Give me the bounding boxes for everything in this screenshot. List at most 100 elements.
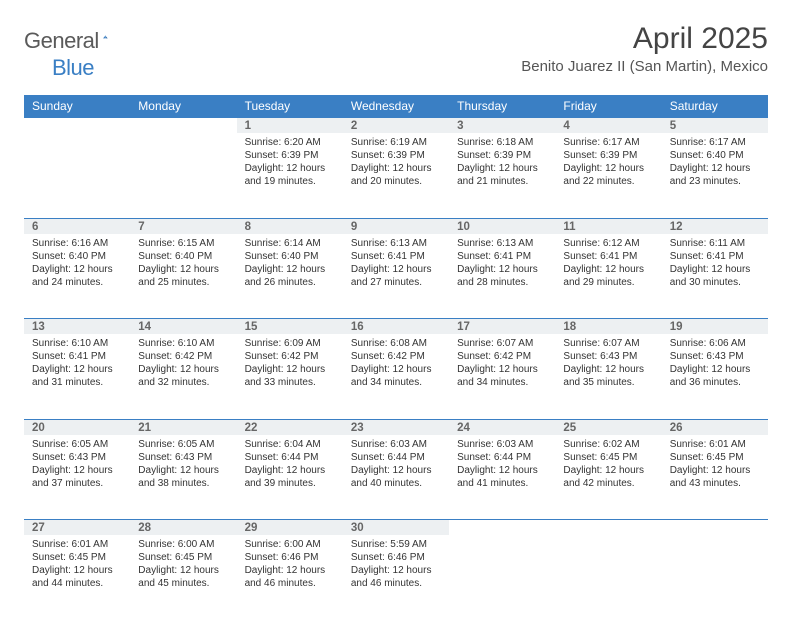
sunrise-text: Sunrise: 6:19 AM — [351, 136, 441, 149]
sunset-text: Sunset: 6:44 PM — [245, 451, 335, 464]
sunrise-text: Sunrise: 6:07 AM — [457, 337, 547, 350]
day-number-row: 27282930 — [24, 520, 768, 536]
daylight-text-1: Daylight: 12 hours — [32, 263, 122, 276]
weekday-header: Thursday — [449, 95, 555, 118]
sunrise-text: Sunrise: 6:06 AM — [670, 337, 760, 350]
weekday-header-row: Sunday Monday Tuesday Wednesday Thursday… — [24, 95, 768, 118]
day-number-cell — [555, 520, 661, 536]
sunset-text: Sunset: 6:40 PM — [670, 149, 760, 162]
day-number-cell: 7 — [130, 218, 236, 234]
sunset-text: Sunset: 6:44 PM — [351, 451, 441, 464]
day-number-cell: 18 — [555, 319, 661, 335]
sunrise-text: Sunrise: 6:00 AM — [138, 538, 228, 551]
daylight-text-1: Daylight: 12 hours — [245, 464, 335, 477]
daylight-text-1: Daylight: 12 hours — [351, 464, 441, 477]
daylight-text-1: Daylight: 12 hours — [351, 564, 441, 577]
daylight-text-2: and 26 minutes. — [245, 276, 335, 289]
sunset-text: Sunset: 6:45 PM — [32, 551, 122, 564]
day-content-cell: Sunrise: 6:20 AMSunset: 6:39 PMDaylight:… — [237, 133, 343, 218]
sunset-text: Sunset: 6:45 PM — [138, 551, 228, 564]
sunset-text: Sunset: 6:39 PM — [351, 149, 441, 162]
sunrise-text: Sunrise: 6:01 AM — [32, 538, 122, 551]
day-content-cell: Sunrise: 6:10 AMSunset: 6:42 PMDaylight:… — [130, 334, 236, 419]
daylight-text-2: and 20 minutes. — [351, 175, 441, 188]
daylight-text-2: and 23 minutes. — [670, 175, 760, 188]
sunrise-text: Sunrise: 6:16 AM — [32, 237, 122, 250]
day-number-cell: 19 — [662, 319, 768, 335]
month-title: April 2025 — [521, 22, 768, 56]
daylight-text-1: Daylight: 12 hours — [351, 263, 441, 276]
day-content-cell — [449, 535, 555, 620]
sunrise-text: Sunrise: 6:07 AM — [563, 337, 653, 350]
day-number-cell: 28 — [130, 520, 236, 536]
sunset-text: Sunset: 6:40 PM — [32, 250, 122, 263]
day-content-cell: Sunrise: 6:10 AMSunset: 6:41 PMDaylight:… — [24, 334, 130, 419]
sunset-text: Sunset: 6:40 PM — [245, 250, 335, 263]
day-content-cell — [555, 535, 661, 620]
weekday-header: Sunday — [24, 95, 130, 118]
sunset-text: Sunset: 6:39 PM — [245, 149, 335, 162]
day-content-cell: Sunrise: 6:17 AMSunset: 6:39 PMDaylight:… — [555, 133, 661, 218]
day-number-cell: 17 — [449, 319, 555, 335]
sunrise-text: Sunrise: 6:17 AM — [563, 136, 653, 149]
day-number-cell: 22 — [237, 419, 343, 435]
daylight-text-1: Daylight: 12 hours — [138, 363, 228, 376]
weekday-header: Wednesday — [343, 95, 449, 118]
sunset-text: Sunset: 6:41 PM — [670, 250, 760, 263]
sunrise-text: Sunrise: 6:11 AM — [670, 237, 760, 250]
sunrise-text: Sunrise: 6:20 AM — [245, 136, 335, 149]
day-content-cell: Sunrise: 6:05 AMSunset: 6:43 PMDaylight:… — [130, 435, 236, 520]
daylight-text-2: and 28 minutes. — [457, 276, 547, 289]
daylight-text-1: Daylight: 12 hours — [457, 162, 547, 175]
day-content-cell: Sunrise: 6:15 AMSunset: 6:40 PMDaylight:… — [130, 234, 236, 319]
title-block: April 2025 Benito Juarez II (San Martin)… — [521, 22, 768, 75]
daylight-text-2: and 31 minutes. — [32, 376, 122, 389]
sunset-text: Sunset: 6:46 PM — [351, 551, 441, 564]
sunset-text: Sunset: 6:43 PM — [32, 451, 122, 464]
daylight-text-2: and 45 minutes. — [138, 577, 228, 590]
sunset-text: Sunset: 6:43 PM — [670, 350, 760, 363]
day-content-row: Sunrise: 6:20 AMSunset: 6:39 PMDaylight:… — [24, 133, 768, 218]
sunset-text: Sunset: 6:40 PM — [138, 250, 228, 263]
sunrise-text: Sunrise: 6:05 AM — [32, 438, 122, 451]
daylight-text-1: Daylight: 12 hours — [563, 363, 653, 376]
daylight-text-1: Daylight: 12 hours — [138, 464, 228, 477]
day-number-cell: 30 — [343, 520, 449, 536]
sunset-text: Sunset: 6:39 PM — [563, 149, 653, 162]
daylight-text-2: and 42 minutes. — [563, 477, 653, 490]
sunrise-text: Sunrise: 6:13 AM — [457, 237, 547, 250]
sunset-text: Sunset: 6:44 PM — [457, 451, 547, 464]
sunrise-text: Sunrise: 6:04 AM — [245, 438, 335, 451]
sunrise-text: Sunrise: 6:08 AM — [351, 337, 441, 350]
day-number-row: 13141516171819 — [24, 319, 768, 335]
day-content-cell: Sunrise: 6:08 AMSunset: 6:42 PMDaylight:… — [343, 334, 449, 419]
day-number-cell — [662, 520, 768, 536]
day-number-cell: 16 — [343, 319, 449, 335]
sunset-text: Sunset: 6:45 PM — [563, 451, 653, 464]
daylight-text-1: Daylight: 12 hours — [670, 263, 760, 276]
day-content-cell: Sunrise: 6:07 AMSunset: 6:42 PMDaylight:… — [449, 334, 555, 419]
daylight-text-1: Daylight: 12 hours — [670, 363, 760, 376]
sunset-text: Sunset: 6:42 PM — [457, 350, 547, 363]
sunset-text: Sunset: 6:42 PM — [245, 350, 335, 363]
daylight-text-1: Daylight: 12 hours — [245, 564, 335, 577]
daylight-text-1: Daylight: 12 hours — [670, 162, 760, 175]
day-content-cell: Sunrise: 6:03 AMSunset: 6:44 PMDaylight:… — [343, 435, 449, 520]
calendar-table: Sunday Monday Tuesday Wednesday Thursday… — [24, 95, 768, 620]
day-number-cell: 29 — [237, 520, 343, 536]
daylight-text-1: Daylight: 12 hours — [245, 263, 335, 276]
day-number-cell — [449, 520, 555, 536]
day-number-cell: 26 — [662, 419, 768, 435]
daylight-text-2: and 40 minutes. — [351, 477, 441, 490]
day-content-cell: Sunrise: 6:06 AMSunset: 6:43 PMDaylight:… — [662, 334, 768, 419]
day-number-cell: 4 — [555, 118, 661, 134]
daylight-text-2: and 43 minutes. — [670, 477, 760, 490]
day-number-cell — [130, 118, 236, 134]
day-number-cell: 21 — [130, 419, 236, 435]
day-content-cell — [130, 133, 236, 218]
day-number-row: 12345 — [24, 118, 768, 134]
daylight-text-2: and 34 minutes. — [457, 376, 547, 389]
day-content-cell: Sunrise: 6:13 AMSunset: 6:41 PMDaylight:… — [343, 234, 449, 319]
sunrise-text: Sunrise: 6:01 AM — [670, 438, 760, 451]
weekday-header: Tuesday — [237, 95, 343, 118]
